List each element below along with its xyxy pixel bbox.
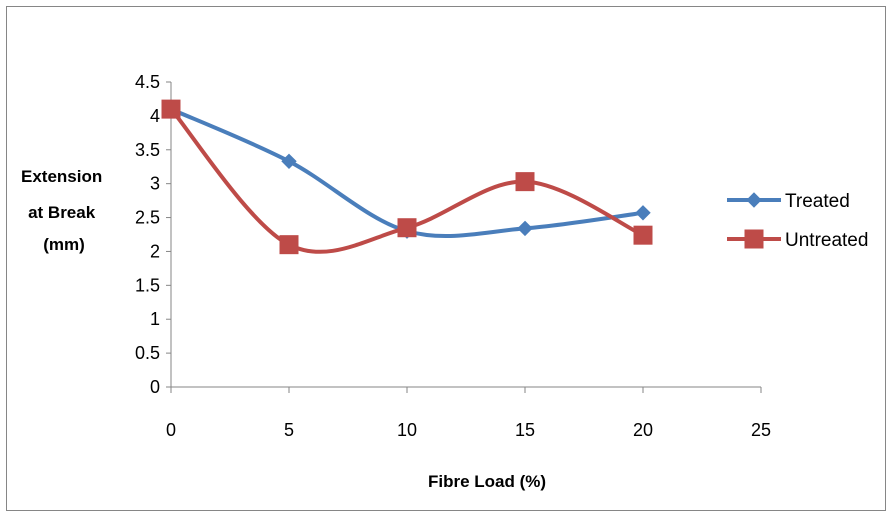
ticks: 0 0.5 1 1.5 2 2.5 3 3.5 4 4.5 0 5 10 15 20 25: [135, 72, 771, 440]
y-axis-title-line-2: at Break: [28, 203, 96, 222]
x-tick-label: 15: [515, 420, 535, 440]
data-point-treated: [517, 220, 533, 237]
chart-frame: [6, 6, 886, 511]
legend-marker-untreated: [744, 229, 764, 249]
y-tick-label: 4.5: [135, 72, 160, 92]
x-tick-label: 0: [166, 420, 176, 440]
legend-item-treated: Treated: [727, 191, 850, 212]
data-point-treated: [281, 153, 297, 170]
y-tick-label: 3.5: [135, 140, 160, 160]
axis-titles: Fibre Load (%) Extension at Break (mm): [21, 167, 546, 491]
legend-label: Untreated: [785, 230, 868, 251]
legend-label: Treated: [785, 191, 850, 212]
x-tick-label: 25: [751, 420, 771, 440]
data-point-untreated: [397, 218, 417, 238]
data-point-untreated: [161, 99, 181, 119]
y-axis-title-line-1: Extension: [21, 167, 102, 186]
data-point-untreated: [515, 172, 535, 192]
series-line-treated: [169, 107, 645, 239]
series: [161, 99, 653, 255]
y-tick-label: 2: [150, 241, 160, 261]
y-axis-title-line-3: (mm): [43, 235, 85, 254]
x-tick-label: 20: [633, 420, 653, 440]
y-tick-label: 2.5: [135, 208, 160, 228]
series-untreated: [161, 99, 653, 255]
y-tick-label: 4: [150, 106, 160, 126]
data-point-untreated: [279, 235, 299, 255]
axes: [170, 82, 761, 388]
legend-item-untreated: Untreated: [727, 229, 868, 251]
data-point-treated: [635, 205, 651, 221]
y-tick-label: 1.5: [135, 275, 160, 295]
y-tick-label: 1: [150, 309, 160, 329]
x-axis-title: Fibre Load (%): [428, 472, 546, 491]
legend-marker-treated: [746, 192, 762, 208]
series-treated: [163, 101, 651, 239]
y-tick-label: 0.5: [135, 343, 160, 363]
data-point-untreated: [633, 225, 653, 245]
y-tick-label: 0: [150, 377, 160, 397]
legend: Treated Untreated: [727, 191, 868, 251]
y-tick-label: 3: [150, 174, 160, 194]
x-tick-label: 5: [284, 420, 294, 440]
x-tick-label: 10: [397, 420, 417, 440]
y-axis-title: Extension at Break (mm): [21, 167, 107, 254]
